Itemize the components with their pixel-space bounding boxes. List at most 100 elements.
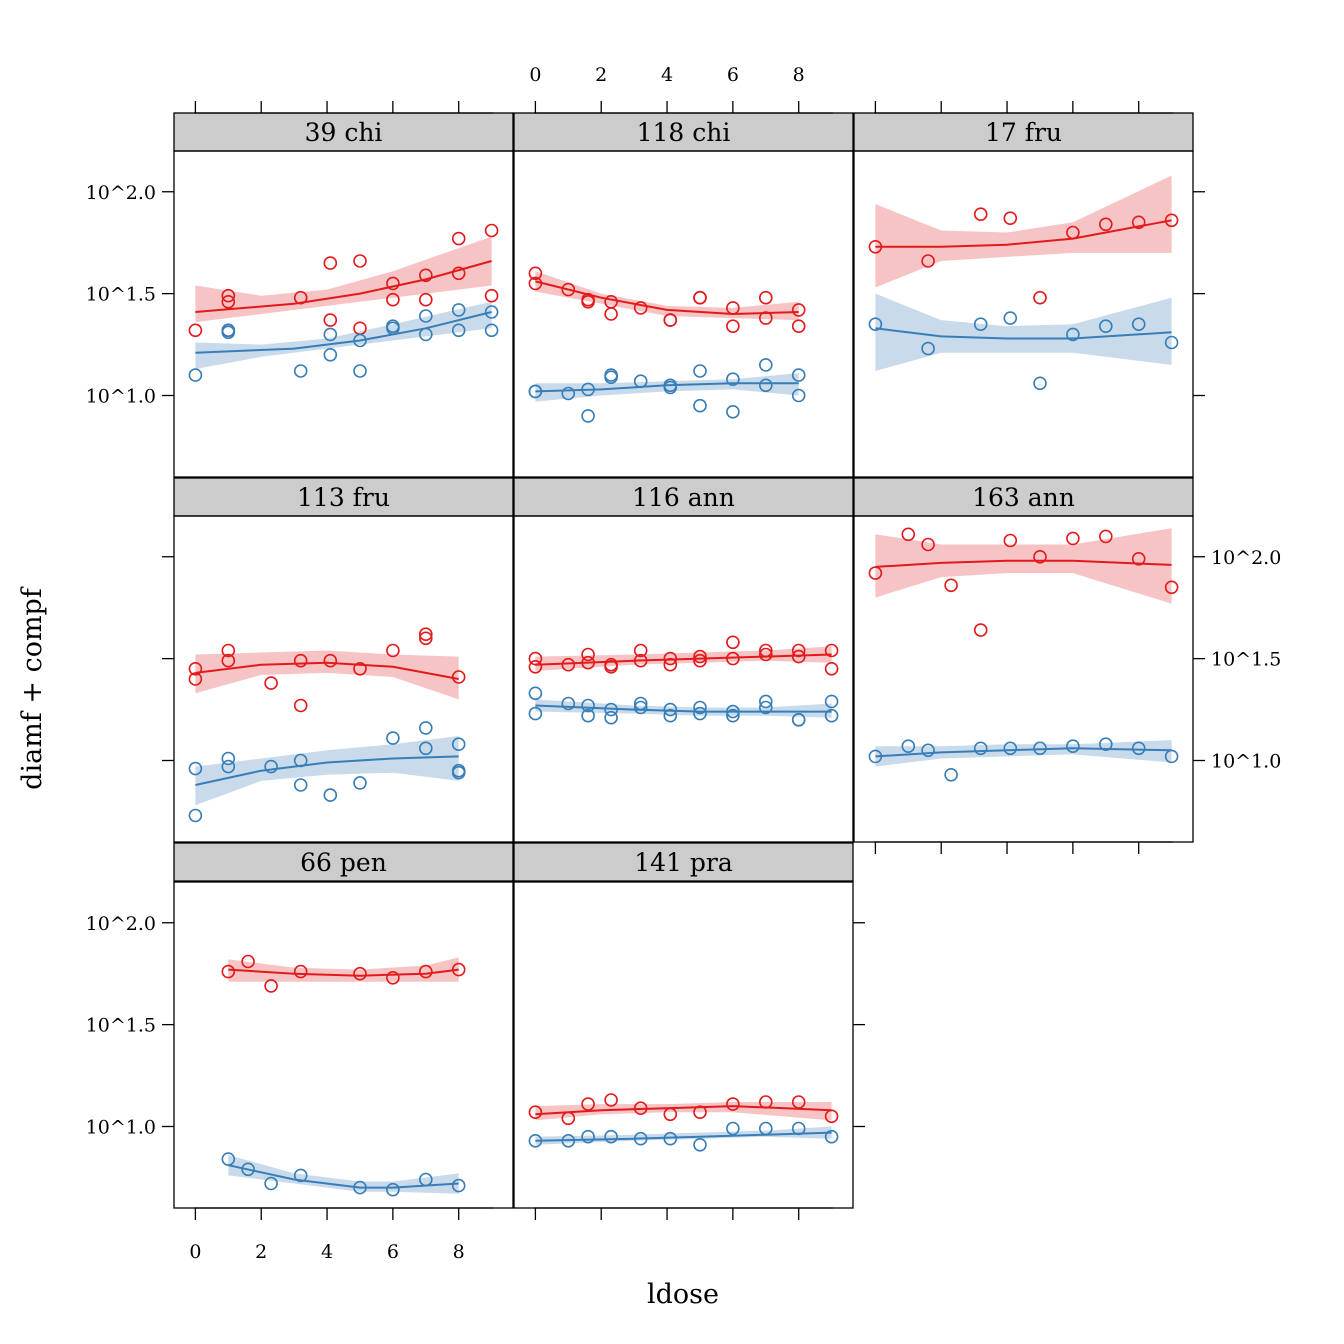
data-point [188,672,203,686]
data-point [693,706,707,721]
x-axis-col1: 0 2 4 6 8 [189,1207,493,1263]
data-point [1066,225,1080,240]
data-point [791,1121,806,1136]
panel-66-pen: 66 pen [173,842,514,1209]
data-point [484,223,499,238]
data-point [633,653,648,668]
data-point [1099,529,1113,544]
data-point [418,327,433,342]
data-point [1131,215,1146,230]
data-point [868,566,883,580]
fit-curve [535,280,799,316]
data-point [758,290,773,305]
data-point [581,655,595,670]
strip-background [173,477,514,517]
strip-label: 118 chi [637,118,731,147]
data-point [1003,741,1018,756]
data-point [1164,749,1179,764]
data-point [418,721,433,735]
data-point [561,696,576,711]
y-tick-label: 10^2.0 [86,913,156,935]
data-point [663,313,678,327]
data-point [663,1131,678,1146]
data-point [188,761,203,776]
data-point [824,661,839,676]
data-point [528,1105,543,1119]
data-point [221,759,236,774]
data-point [824,643,839,658]
data-point [221,751,236,766]
data-point [188,368,203,382]
fit-curve [195,755,459,786]
data-point [221,294,236,309]
data-point [633,301,648,315]
data-point [1003,311,1018,325]
data-point [693,653,707,668]
data-point [418,741,433,756]
data-point [581,1129,595,1144]
data-point [293,778,308,792]
data-point [693,290,707,305]
data-point [418,309,433,323]
data-point [791,649,806,664]
data-point [1164,580,1179,595]
data-point [944,767,958,782]
panel-163-ann: 163 ann [853,477,1194,843]
data-point [726,1121,740,1136]
data-point [188,323,203,338]
data-point [451,303,466,317]
data-point [1131,741,1146,756]
confidence-band [875,175,1172,288]
data-point [726,708,740,723]
data-point [353,776,367,790]
data-point [758,643,773,658]
data-point [386,321,400,336]
data-point [824,708,839,723]
data-point [293,1168,308,1183]
confidence-band [195,736,459,806]
panel-113-fru: 113 fru [173,477,514,843]
data-point [1131,551,1146,566]
y-axis-row1-left: 10^1.0 10^1.5 10^2.0 [86,182,174,408]
data-point [633,1131,648,1146]
data-point [604,659,618,674]
data-point [791,303,806,317]
data-point [353,1180,367,1195]
x-tick-label: 0 [189,1241,201,1263]
data-point [633,1101,648,1115]
data-point [264,979,278,993]
data-point [221,288,236,303]
y-tick-label: 10^1.0 [1211,751,1281,773]
y-tick-label: 10^1.5 [86,1015,156,1037]
y-axis-row1-right [1193,191,1205,397]
data-point [418,292,433,307]
panel-frame [513,150,854,478]
data-point [188,661,203,676]
data-point [633,643,648,658]
confidence-band [195,301,492,369]
confidence-band [875,740,1172,767]
panel-39-chi: 39 chi [173,112,514,478]
strip-label: 141 pra [634,848,733,877]
data-point [758,647,773,662]
y-tick-label: 10^1.0 [86,1117,156,1139]
data-point [1033,741,1047,756]
data-point [726,635,740,650]
data-point [293,698,308,713]
x-axis-col2: 0 2 4 6 8 [529,64,833,114]
strip-background [173,842,514,882]
fit-curve [875,559,1172,568]
data-point [561,282,576,297]
panel-frame [173,150,514,478]
data-point [293,964,308,979]
confidence-band [535,1126,832,1145]
data-point [921,743,935,758]
fit-curve [535,704,832,713]
confidence-band [535,699,832,718]
data-point [1066,531,1080,546]
data-point [451,266,466,281]
data-point [1033,549,1047,564]
strip-label: 17 fru [985,118,1062,147]
data-point [581,1097,595,1111]
